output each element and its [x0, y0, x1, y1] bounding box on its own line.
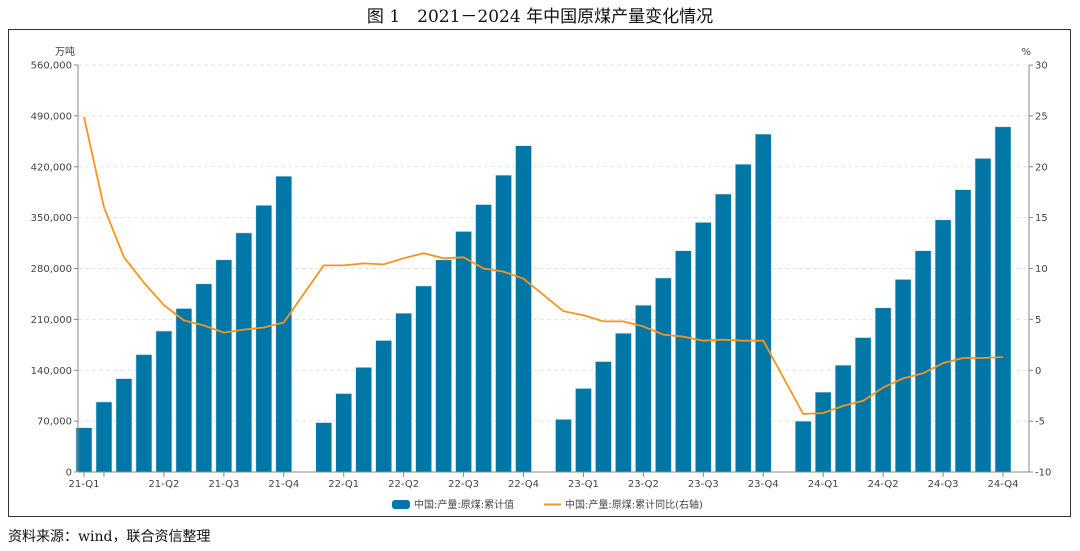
right-axis-unit: % [1021, 47, 1031, 58]
bar [834, 364, 852, 473]
figure-title: 图 1 2021－2024 年中国原煤产量变化情况 [366, 7, 714, 27]
right-axis-tick-label: 0 [1035, 366, 1041, 377]
left-axis-tick-label: 140,000 [31, 366, 72, 377]
legend-bar-label: 中国:产量:原煤:累计值 [414, 498, 514, 511]
bar [874, 307, 892, 473]
legend-line-label: 中国:产量:原煤:累计同比(右轴) [565, 498, 703, 511]
bar [715, 193, 732, 473]
bar [95, 401, 113, 473]
bar [195, 283, 213, 473]
x-axis-tick-label: 24-Q1 [808, 479, 839, 490]
x-axis-tick-label: 22-Q4 [508, 479, 539, 490]
right-axis-tick-label: 30 [1035, 61, 1048, 72]
left-axis-tick-label: 70,000 [37, 417, 72, 428]
bar [794, 420, 812, 473]
bar [375, 340, 392, 473]
yoy-line [83, 116, 1004, 415]
bar [555, 419, 572, 473]
bar [675, 250, 692, 473]
bar [994, 126, 1012, 473]
bar [515, 145, 532, 473]
right-axis-tick-label: 10 [1035, 264, 1048, 275]
x-axis-tick-label: 21-Q1 [69, 479, 100, 490]
x-axis-tick-label: 24-Q3 [928, 479, 959, 490]
x-axis-tick-label: 21-Q3 [208, 479, 239, 490]
x-axis-tick-label: 22-Q3 [448, 479, 479, 490]
bar [734, 163, 752, 473]
bar [415, 285, 432, 473]
left-axis-tick-label: 210,000 [31, 315, 72, 326]
bar [635, 304, 652, 473]
x-axis-tick-label: 23-Q1 [568, 479, 599, 490]
bar [974, 158, 992, 473]
bar [954, 189, 972, 473]
x-axis-tick-label: 22-Q1 [328, 479, 359, 490]
left-axis-tick-label: 280,000 [31, 264, 72, 275]
bar [615, 332, 632, 473]
chart-frame: 0 70,000 140,000 210,000 280,000 350,000 420,0… [8, 29, 1071, 517]
bar [754, 133, 772, 473]
x-axis-tick-label: 21-Q2 [148, 479, 179, 490]
bar [235, 232, 253, 473]
legend-bar-swatch [392, 500, 410, 509]
x-axis-tick-label: 24-Q2 [868, 479, 899, 490]
right-axis-tick-label: -10 [1035, 468, 1051, 479]
right-axis-tick-label: 25 [1035, 111, 1048, 122]
x-axis-tick-label: 23-Q4 [748, 479, 779, 490]
bar [814, 391, 832, 473]
x-axis-tick-label: 21-Q4 [268, 479, 299, 490]
bar [655, 277, 672, 473]
left-axis-tick-label: 350,000 [31, 213, 72, 224]
bar [395, 312, 412, 473]
left-axis-unit: 万吨 [55, 45, 75, 58]
x-axis-tick-label: 23-Q2 [628, 479, 659, 490]
bar [315, 422, 333, 473]
bar [495, 174, 512, 473]
source-note: 资料来源：wind，联合资信整理 [8, 529, 211, 545]
bar [335, 393, 353, 473]
bar [934, 219, 952, 473]
bar [175, 308, 193, 473]
right-axis-tick-label: -5 [1035, 417, 1045, 428]
bar [914, 250, 932, 473]
bar [155, 330, 173, 473]
bar [475, 204, 492, 473]
bar [355, 367, 372, 473]
right-axis-tick-label: 5 [1035, 315, 1041, 326]
bar [854, 337, 872, 473]
bar [435, 259, 452, 473]
right-axis-tick-label: 20 [1035, 162, 1048, 173]
left-axis-tick-label: 490,000 [31, 111, 72, 122]
x-axis-tick-label: 24-Q4 [988, 479, 1019, 490]
left-axis-tick-label: 0 [66, 468, 72, 479]
bar [595, 361, 612, 473]
left-axis-tick-label: 560,000 [31, 61, 72, 72]
bar [135, 354, 153, 473]
bar [115, 378, 133, 473]
x-axis-tick-label: 23-Q3 [688, 479, 719, 490]
bar [575, 388, 592, 473]
left-axis-tick-label: 420,000 [31, 162, 72, 173]
bar [695, 222, 712, 473]
bar [894, 279, 912, 473]
x-axis-tick-label: 22-Q2 [388, 479, 419, 490]
bar [255, 204, 273, 473]
bar [215, 259, 233, 473]
bar [455, 231, 472, 473]
right-axis-tick-label: 15 [1035, 213, 1048, 224]
chart: 0 70,000 140,000 210,000 280,000 350,000 420,0… [31, 45, 1052, 511]
